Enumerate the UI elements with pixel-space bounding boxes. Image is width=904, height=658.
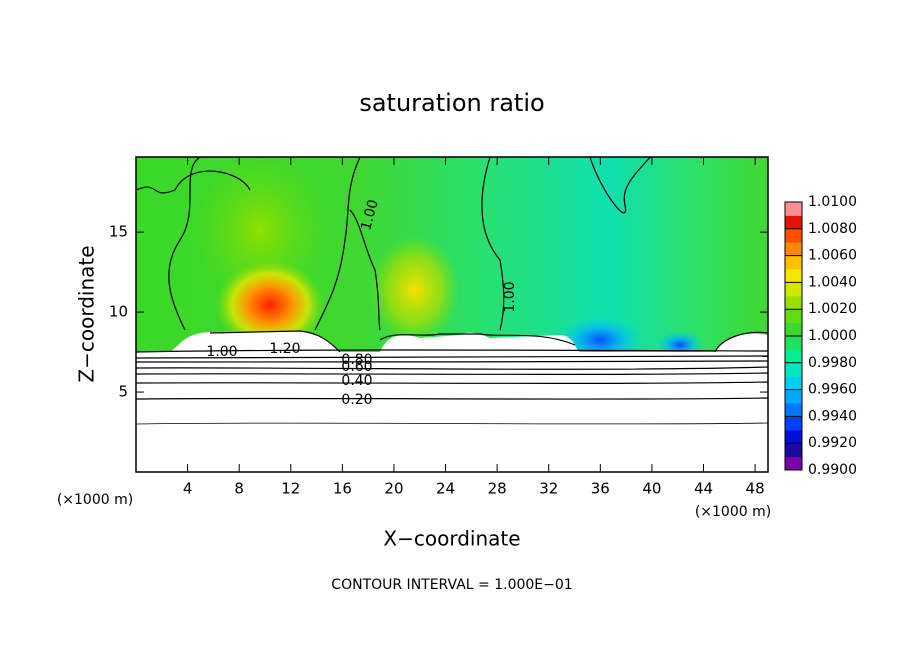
y-tick-label: 5: [118, 383, 128, 401]
colorbar-cell: [785, 416, 802, 431]
x-tick-label: 16: [333, 480, 352, 498]
contour-label: 0.20: [341, 392, 372, 408]
x-tick-label: 40: [642, 480, 661, 498]
contour-label: 0.40: [341, 373, 372, 389]
x-tick-label: 44: [694, 480, 713, 498]
colorbar-cell: [785, 389, 802, 404]
plot-frame: [135, 156, 769, 473]
chart-title: saturation ratio: [359, 89, 544, 117]
x-tick-label: 24: [436, 480, 455, 498]
x-axis-label: X−coordinate: [383, 527, 520, 551]
colorbar-tick-label: 0.9920: [808, 435, 857, 451]
colorbar-tick-label: 1.0060: [808, 248, 857, 264]
colorbar-cell: [785, 295, 802, 310]
colorbar-cell: [785, 282, 802, 297]
y-tick-label: 15: [109, 223, 128, 241]
colorbar-cell: [785, 202, 802, 216]
y-axis-label: Z−coordinate: [75, 245, 99, 382]
x-tick-label: 48: [746, 480, 765, 498]
colorbar-cell: [785, 403, 802, 417]
colorbar-tick-label: 1.0100: [808, 194, 857, 210]
colorbar-cell: [785, 443, 802, 458]
y-tick-label: 10: [109, 303, 128, 321]
contour-label: 0.80: [341, 352, 372, 368]
colorbar-tick-label: 0.9900: [808, 462, 857, 478]
x-tick-label: 8: [234, 480, 244, 498]
colorbar-tick-label: 1.0080: [808, 221, 857, 237]
contour-label: 1.00: [206, 344, 237, 360]
x-tick-label: 20: [384, 480, 403, 498]
y-unit: (×1000 m): [57, 492, 133, 508]
colorbar-cell: [785, 322, 802, 337]
colorbar-tick-label: 0.9960: [808, 382, 857, 398]
colorbar-tick-label: 1.0040: [808, 274, 857, 290]
colorbar-cell: [785, 242, 802, 257]
colorbar-cell: [785, 336, 802, 350]
contour-label: 1.20: [269, 341, 300, 357]
colorbar-tick-label: 0.9980: [808, 355, 857, 371]
colorbar-cell: [785, 429, 802, 444]
colorbar-cell: [785, 349, 802, 364]
colorbar-cell: [785, 255, 802, 270]
colorbar-cell: [785, 456, 802, 471]
contour-label: 1.00: [502, 281, 518, 312]
colorbar-tick-label: 1.0020: [808, 301, 857, 317]
colorbar-tick-label: 0.9940: [808, 408, 857, 424]
x-tick-label: 28: [488, 480, 507, 498]
x-tick-label: 32: [539, 480, 558, 498]
colorbar-cell: [785, 228, 802, 243]
colorbar-cell: [785, 362, 802, 377]
x-unit: (×1000 m): [695, 504, 771, 520]
colorbar-cell: [785, 309, 802, 324]
x-tick-label: 36: [591, 480, 610, 498]
x-tick-label: 12: [281, 480, 300, 498]
field: [136, 157, 768, 472]
contour-label: 1.00: [358, 198, 382, 232]
contour-label: 0.60: [341, 359, 372, 375]
colorbar-cell: [785, 376, 802, 391]
footer: CONTOUR INTERVAL = 1.000E−01: [331, 577, 572, 593]
colorbar-tick-label: 1.0000: [808, 328, 857, 344]
x-tick-label: 4: [183, 480, 193, 498]
colorbar-cell: [785, 215, 802, 230]
colorbar-cell: [785, 269, 802, 283]
